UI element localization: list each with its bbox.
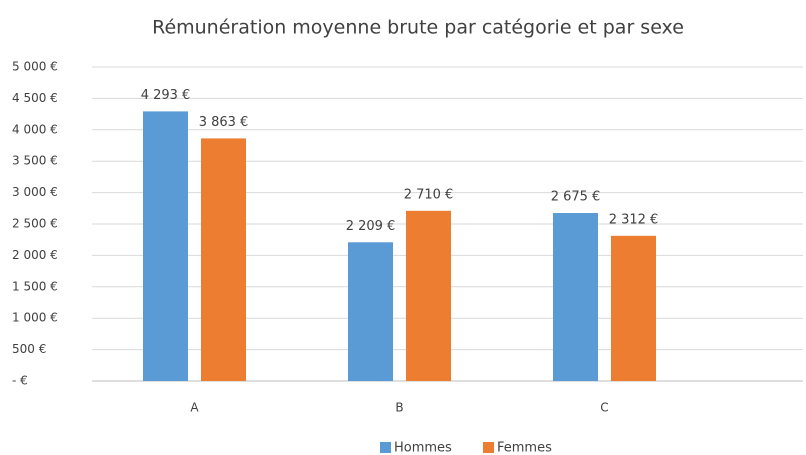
value-label: 2 675 €	[551, 190, 601, 205]
y-tick-label: 3 000 €	[12, 185, 58, 199]
bar	[406, 210, 451, 381]
x-tick-label: B	[395, 401, 403, 415]
legend-label: Hommes	[394, 441, 452, 455]
value-label: 2 710 €	[404, 187, 454, 202]
y-tick-label: 4 500 €	[12, 91, 58, 105]
y-tick-label: 2 000 €	[12, 248, 58, 262]
y-tick-label: 500 €	[12, 342, 46, 356]
y-tick-label: 4 000 €	[12, 122, 58, 136]
bar	[143, 111, 188, 381]
bar	[553, 213, 598, 381]
y-tick-label: 3 500 €	[12, 154, 58, 168]
bar	[201, 138, 246, 381]
legend-swatch	[380, 442, 391, 453]
y-tick-label: - €	[12, 374, 28, 388]
legend-swatch	[483, 442, 494, 453]
bar	[348, 242, 393, 381]
value-label: 4 293 €	[141, 88, 191, 103]
value-label: 2 312 €	[609, 212, 659, 227]
legend-label: Femmes	[497, 441, 552, 455]
y-tick-label: 5 000 €	[12, 60, 58, 74]
bar	[611, 235, 656, 381]
value-label: 3 863 €	[199, 115, 249, 130]
chart-title: Rémunération moyenne brute par catégorie…	[152, 17, 684, 39]
y-tick-label: 2 500 €	[12, 217, 58, 231]
x-tick-label: A	[190, 401, 199, 415]
x-tick-label: C	[600, 401, 608, 415]
y-tick-label: 1 500 €	[12, 279, 58, 293]
value-label: 2 209 €	[346, 219, 396, 234]
y-tick-label: 1 000 €	[12, 311, 58, 325]
